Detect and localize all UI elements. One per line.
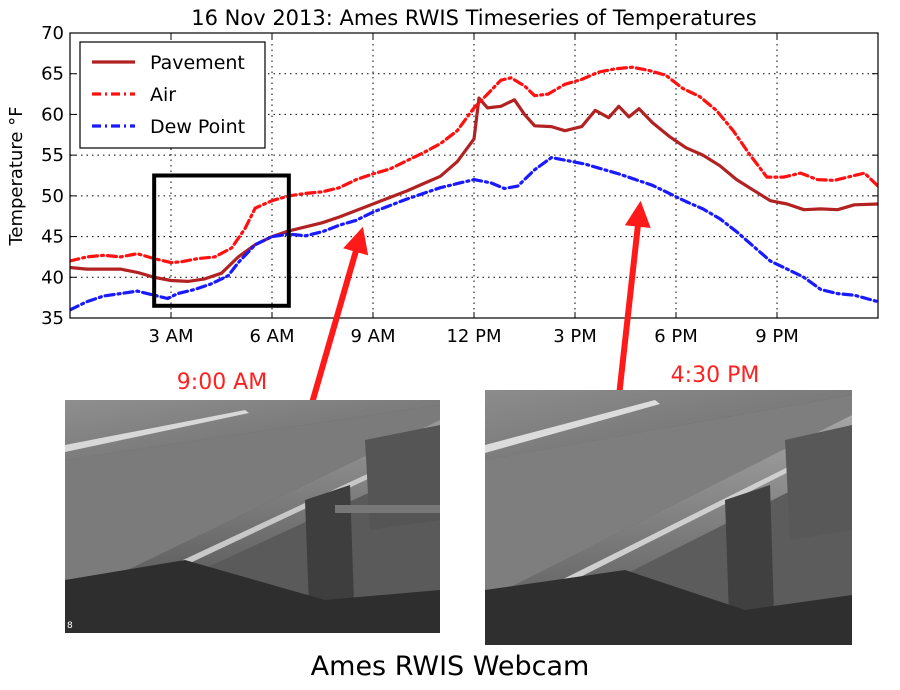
legend: Pavement Air Dew Point: [79, 41, 266, 149]
x-tick-label: 3 AM: [148, 326, 193, 347]
arrow-shaft: [614, 223, 641, 417]
highlight-box: [152, 173, 291, 308]
chart-title: 16 Nov 2013: Ames RWIS Timeseries of Tem…: [191, 6, 756, 30]
webcam-image-afternoon: [485, 390, 852, 645]
y-tick-label: 65: [41, 64, 64, 85]
svg-text:8: 8: [67, 621, 73, 631]
y-tick-label: 60: [41, 104, 64, 125]
series-line-pavement: [70, 96, 878, 283]
annotation-9am: 9:00 AM: [177, 370, 267, 395]
legend-label: Dew Point: [150, 116, 245, 138]
y-tick-label: 55: [41, 145, 64, 166]
arrow-head: [624, 200, 651, 228]
x-tick-label: 9 PM: [755, 326, 799, 347]
y-tick-label: 50: [41, 186, 64, 207]
y-tick-label: 35: [41, 308, 64, 329]
webcam-caption: Ames RWIS Webcam: [310, 651, 590, 682]
series-line-dew-point: [70, 156, 878, 312]
legend-frame: [79, 41, 266, 149]
y-tick-label: 45: [41, 227, 64, 248]
series-layer: [70, 65, 878, 312]
webcam-image-morning: 8: [65, 400, 440, 633]
annotation-430pm: 4:30 PM: [671, 363, 760, 388]
legend-label: Pavement: [150, 52, 245, 74]
x-tick-label: 6 AM: [249, 326, 294, 347]
x-tick-label: 3 PM: [553, 326, 597, 347]
y-axis-label: Temperature °F: [6, 106, 27, 246]
axis-ticks: 3 AM 6 AM 9 AM 12 PM 3 PM 6 PM 9 PM 35 40 45 50 55 6…: [41, 23, 878, 347]
x-tick-label: 6 PM: [654, 326, 698, 347]
y-tick-label: 70: [41, 23, 64, 44]
legend-label: Air: [150, 84, 176, 106]
arrow-head: [343, 226, 369, 256]
x-tick-label: 12 PM: [446, 326, 501, 347]
arrow-shaft: [307, 248, 359, 413]
grid: [70, 33, 878, 318]
annotation-arrows: [307, 200, 651, 417]
x-tick-label: 9 AM: [350, 326, 395, 347]
series-line-air: [70, 65, 878, 265]
y-tick-label: 40: [41, 267, 64, 288]
